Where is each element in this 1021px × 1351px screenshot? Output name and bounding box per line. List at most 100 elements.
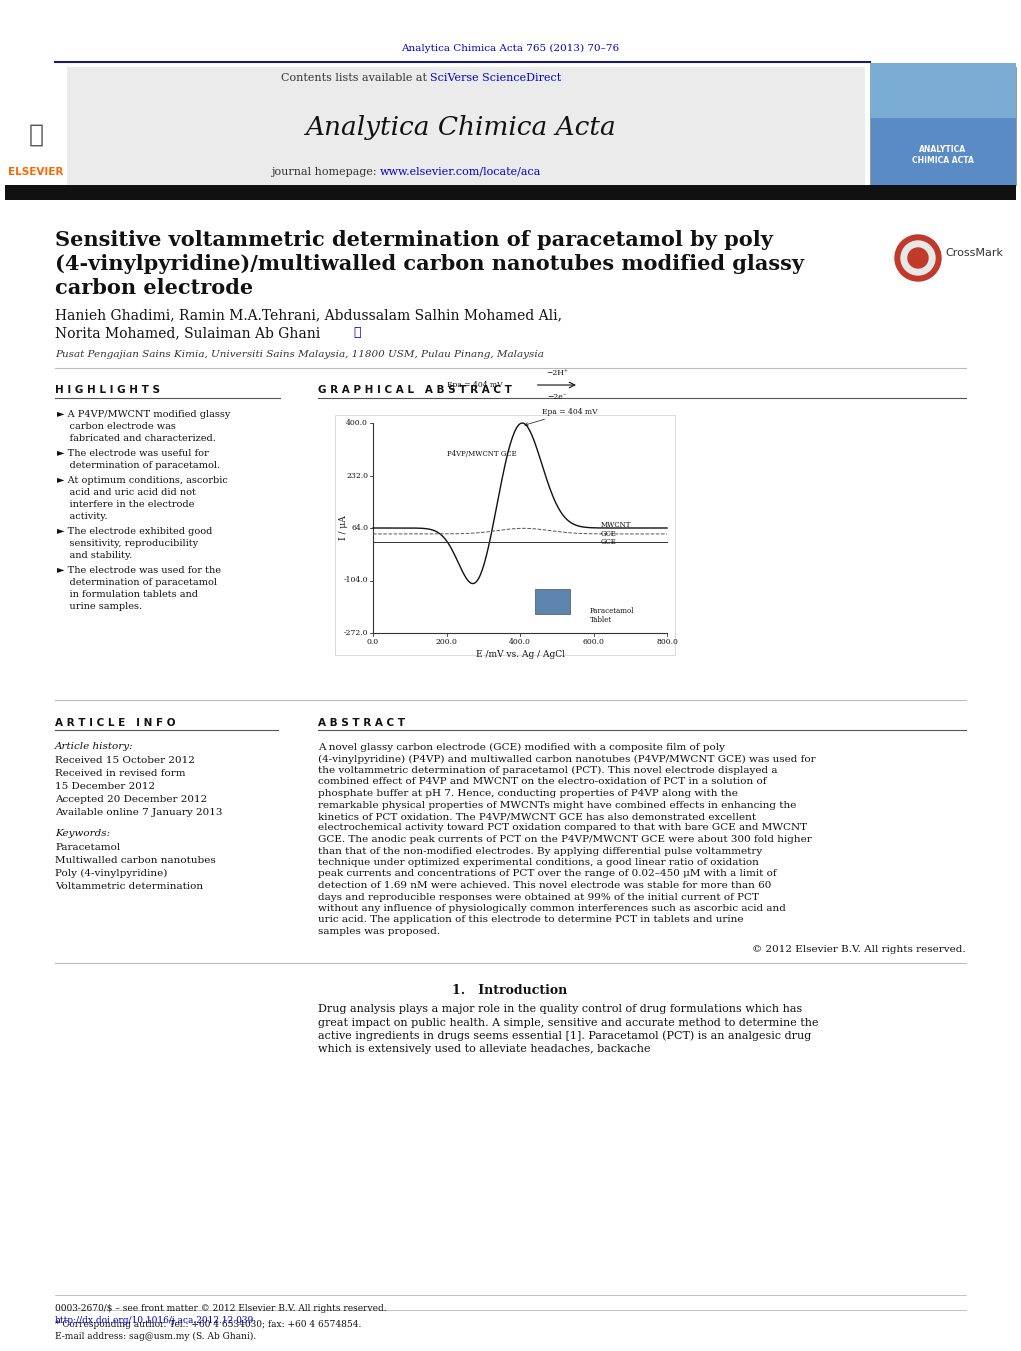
Text: samples was proposed.: samples was proposed. (318, 927, 440, 936)
Text: technique under optimized experimental conditions, a good linear ratio of oxidat: technique under optimized experimental c… (318, 858, 759, 867)
Text: 800.0: 800.0 (657, 638, 678, 646)
Text: I / μA: I / μA (339, 516, 347, 540)
Text: interfere in the electrode: interfere in the electrode (57, 500, 194, 509)
Text: ► The electrode was useful for: ► The electrode was useful for (57, 449, 208, 458)
Text: sensitivity, reproducibility: sensitivity, reproducibility (57, 539, 198, 549)
Text: Pusat Pengajian Sains Kimia, Universiti Sains Malaysia, 11800 USM, Pulau Pinang,: Pusat Pengajian Sains Kimia, Universiti … (55, 350, 544, 359)
Text: CrossMark: CrossMark (945, 249, 1003, 258)
Text: journal homepage:: journal homepage: (271, 168, 380, 177)
Text: kinetics of PCT oxidation. The P4VP/MWCNT GCE has also demonstrated excellent: kinetics of PCT oxidation. The P4VP/MWCN… (318, 812, 757, 821)
Text: Received in revised form: Received in revised form (55, 769, 186, 778)
Text: (4-vinylpyridine)/multiwalled carbon nanotubes modified glassy: (4-vinylpyridine)/multiwalled carbon nan… (55, 254, 804, 274)
Text: in formulation tablets and: in formulation tablets and (57, 590, 198, 598)
Text: detection of 1.69 nM were achieved. This novel electrode was stable for more tha: detection of 1.69 nM were achieved. This… (318, 881, 772, 890)
Text: than that of the non-modified electrodes. By applying differential pulse voltamm: than that of the non-modified electrodes… (318, 847, 763, 855)
Text: G R A P H I C A L   A B S T R A C T: G R A P H I C A L A B S T R A C T (318, 385, 512, 394)
Text: determination of paracetamol: determination of paracetamol (57, 578, 217, 586)
Text: ⋆: ⋆ (353, 326, 360, 339)
Text: H I G H L I G H T S: H I G H L I G H T S (55, 385, 160, 394)
Text: © 2012 Elsevier B.V. All rights reserved.: © 2012 Elsevier B.V. All rights reserved… (752, 944, 966, 954)
Text: Analytica Chimica Acta: Analytica Chimica Acta (304, 115, 616, 141)
Text: ► The electrode was used for the: ► The electrode was used for the (57, 566, 221, 576)
Text: Drug analysis plays a major role in the quality control of drug formulations whi: Drug analysis plays a major role in the … (318, 1005, 803, 1015)
Text: without any influence of physiologically common interferences such as ascorbic a: without any influence of physiologically… (318, 904, 786, 913)
Text: Multiwalled carbon nanotubes: Multiwalled carbon nanotubes (55, 857, 215, 865)
Text: remarkable physical properties of MWCNTs might have combined effects in enhancin: remarkable physical properties of MWCNTs… (318, 801, 796, 809)
Text: combined effect of P4VP and MWCNT on the electro-oxidation of PCT in a solution : combined effect of P4VP and MWCNT on the… (318, 777, 767, 786)
Text: Norita Mohamed, Sulaiman Ab Ghani: Norita Mohamed, Sulaiman Ab Ghani (55, 326, 321, 340)
Text: SciVerse ScienceDirect: SciVerse ScienceDirect (430, 73, 562, 82)
Text: GCE: GCE (600, 539, 617, 546)
Text: Received 15 October 2012: Received 15 October 2012 (55, 757, 195, 765)
Text: Contents lists available at: Contents lists available at (281, 73, 430, 82)
Circle shape (908, 249, 928, 267)
Text: Voltammetric determination: Voltammetric determination (55, 882, 203, 892)
Text: Article history:: Article history: (55, 742, 134, 751)
Bar (5, 68, 67, 185)
Text: Poly (4-vinylpyridine): Poly (4-vinylpyridine) (55, 869, 167, 878)
Text: uric acid. The application of this electrode to determine PCT in tablets and uri: uric acid. The application of this elect… (318, 916, 743, 924)
Text: 600.0: 600.0 (583, 638, 604, 646)
Text: Accepted 20 December 2012: Accepted 20 December 2012 (55, 794, 207, 804)
Text: 400.0: 400.0 (346, 419, 368, 427)
Text: Hanieh Ghadimi, Ramin M.A.Tehrani, Abdussalam Salhin Mohamed Ali,: Hanieh Ghadimi, Ramin M.A.Tehrani, Abdus… (55, 308, 562, 322)
Text: 0003-2670/$ – see front matter © 2012 Elsevier B.V. All rights reserved.: 0003-2670/$ – see front matter © 2012 El… (55, 1304, 387, 1313)
Text: great impact on public health. A simple, sensitive and accurate method to determ: great impact on public health. A simple,… (318, 1017, 819, 1028)
Text: 400.0: 400.0 (509, 638, 531, 646)
Text: E-mail address: sag@usm.my (S. Ab Ghani).: E-mail address: sag@usm.my (S. Ab Ghani)… (55, 1332, 256, 1342)
Text: phosphate buffer at pH 7. Hence, conducting properties of P4VP along with the: phosphate buffer at pH 7. Hence, conduct… (318, 789, 738, 798)
Text: Paracetamol
Tablet: Paracetamol Tablet (590, 607, 634, 624)
Text: www.elsevier.com/locate/aca: www.elsevier.com/locate/aca (380, 168, 541, 177)
Text: A B S T R A C T: A B S T R A C T (318, 717, 405, 728)
Bar (5, 185, 1016, 200)
Text: peak currents and concentrations of PCT over the range of 0.02–450 μM with a lim: peak currents and concentrations of PCT … (318, 870, 777, 878)
Text: -104.0: -104.0 (343, 577, 368, 585)
Text: ANALYTICA
CHIMICA ACTA: ANALYTICA CHIMICA ACTA (912, 146, 974, 165)
Text: 🌳: 🌳 (29, 123, 44, 147)
Text: 1.   Introduction: 1. Introduction (452, 985, 568, 997)
Text: Epa = 404 mV: Epa = 404 mV (446, 381, 502, 389)
Text: Paracetamol: Paracetamol (55, 843, 120, 852)
Text: fabricated and characterized.: fabricated and characterized. (57, 434, 215, 443)
Bar (535, 589, 570, 613)
Text: A novel glassy carbon electrode (GCE) modified with a composite film of poly: A novel glassy carbon electrode (GCE) mo… (318, 743, 725, 753)
Text: Available online 7 January 2013: Available online 7 January 2013 (55, 808, 223, 817)
Circle shape (901, 240, 935, 276)
Text: electrochemical activity toward PCT oxidation compared to that with bare GCE and: electrochemical activity toward PCT oxid… (318, 824, 808, 832)
Text: activity.: activity. (57, 512, 107, 521)
Text: ► A P4VP/MWCNT modified glassy: ► A P4VP/MWCNT modified glassy (57, 409, 231, 419)
Text: days and reproducible responses were obtained at 99% of the initial current of P: days and reproducible responses were obt… (318, 893, 759, 901)
Text: http://dx.doi.org/10.1016/j.aca.2012.12.039: http://dx.doi.org/10.1016/j.aca.2012.12.… (55, 1316, 254, 1325)
Text: MWCNT
GCE: MWCNT GCE (600, 521, 631, 539)
Text: determination of paracetamol.: determination of paracetamol. (57, 461, 221, 470)
Text: Sensitive voltammetric determination of paracetamol by poly: Sensitive voltammetric determination of … (55, 230, 773, 250)
Text: E /mV vs. Ag / AgCl: E /mV vs. Ag / AgCl (476, 650, 565, 659)
Bar (335, 415, 675, 655)
Bar (65, 68, 865, 185)
Text: carbon electrode was: carbon electrode was (57, 422, 176, 431)
Text: carbon electrode: carbon electrode (55, 278, 253, 299)
Text: GCE. The anodic peak currents of PCT on the P4VP/MWCNT GCE were about 300 fold h: GCE. The anodic peak currents of PCT on … (318, 835, 812, 844)
Text: Analytica Chimica Acta 765 (2013) 70–76: Analytica Chimica Acta 765 (2013) 70–76 (401, 43, 619, 53)
Text: 15 December 2012: 15 December 2012 (55, 782, 155, 790)
Text: 64.0: 64.0 (351, 524, 368, 532)
Text: P4VP/MWCNT GCE: P4VP/MWCNT GCE (446, 450, 517, 458)
Text: the voltammetric determination of paracetamol (PCT). This novel electrode displa: the voltammetric determination of parace… (318, 766, 778, 775)
Text: 0.0: 0.0 (367, 638, 379, 646)
Text: acid and uric acid did not: acid and uric acid did not (57, 488, 196, 497)
Bar (870, 68, 1016, 185)
Text: -272.0: -272.0 (343, 630, 368, 638)
Text: −2H⁺: −2H⁺ (546, 369, 568, 377)
Text: ► The electrode exhibited good: ► The electrode exhibited good (57, 527, 212, 536)
Text: 232.0: 232.0 (346, 471, 368, 480)
Text: A R T I C L E   I N F O: A R T I C L E I N F O (55, 717, 176, 728)
Text: active ingredients in drugs seems essential [1]. Paracetamol (PCT) is an analges: active ingredients in drugs seems essent… (318, 1031, 812, 1042)
Text: and stability.: and stability. (57, 551, 133, 561)
Text: * Corresponding author. Tel.: +60 4 6534030; fax: +60 4 6574854.: * Corresponding author. Tel.: +60 4 6534… (55, 1320, 361, 1329)
Text: which is extensively used to alleviate headaches, backache: which is extensively used to alleviate h… (318, 1043, 650, 1054)
Text: urine samples.: urine samples. (57, 603, 142, 611)
Text: Keywords:: Keywords: (55, 830, 110, 838)
Text: (4-vinylpyridine) (P4VP) and multiwalled carbon nanotubes (P4VP/MWCNT GCE) was u: (4-vinylpyridine) (P4VP) and multiwalled… (318, 754, 816, 763)
Text: ► At optimum conditions, ascorbic: ► At optimum conditions, ascorbic (57, 476, 228, 485)
Text: 200.0: 200.0 (436, 638, 457, 646)
